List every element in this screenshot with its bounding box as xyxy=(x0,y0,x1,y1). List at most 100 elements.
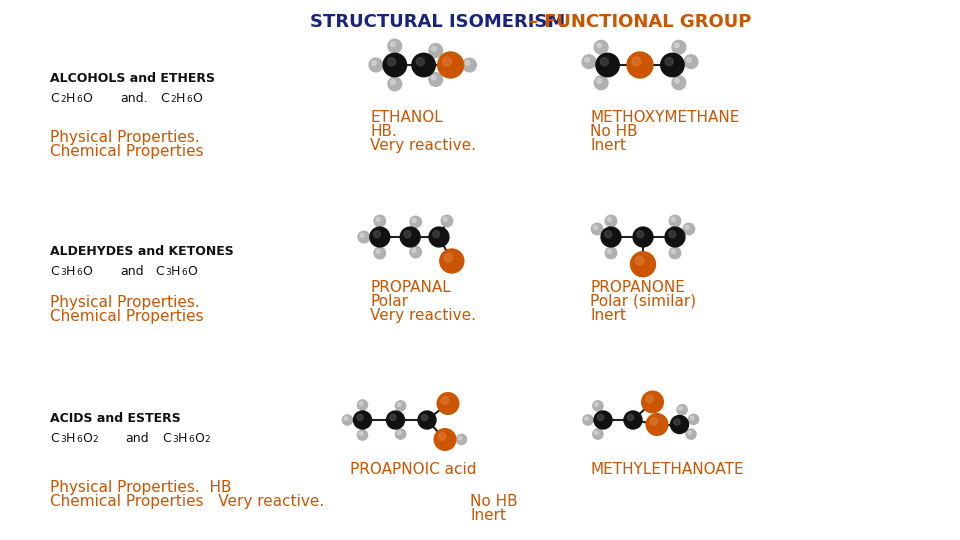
Circle shape xyxy=(679,407,683,410)
Text: C: C xyxy=(50,92,59,105)
Circle shape xyxy=(605,215,616,227)
Circle shape xyxy=(582,55,596,69)
Circle shape xyxy=(373,231,380,238)
Text: 6: 6 xyxy=(76,435,82,444)
Circle shape xyxy=(388,39,401,53)
Circle shape xyxy=(440,249,464,273)
Circle shape xyxy=(397,431,401,435)
Circle shape xyxy=(433,231,440,238)
Text: O: O xyxy=(192,92,202,105)
Circle shape xyxy=(388,58,396,66)
Circle shape xyxy=(442,397,448,404)
Circle shape xyxy=(444,253,453,262)
Circle shape xyxy=(684,55,698,69)
Circle shape xyxy=(675,78,680,83)
Circle shape xyxy=(631,252,656,276)
Circle shape xyxy=(397,403,401,406)
Text: Chemical Properties   Very reactive.: Chemical Properties Very reactive. xyxy=(50,494,324,509)
Text: ALCOHOLS and ETHERS: ALCOHOLS and ETHERS xyxy=(50,72,215,85)
Text: 2: 2 xyxy=(92,435,98,444)
Text: H: H xyxy=(178,432,187,445)
Text: C: C xyxy=(50,432,59,445)
Circle shape xyxy=(438,433,445,440)
Circle shape xyxy=(372,60,376,65)
Circle shape xyxy=(391,79,396,84)
Circle shape xyxy=(396,401,406,411)
Circle shape xyxy=(636,231,644,238)
Text: H: H xyxy=(171,265,180,278)
Circle shape xyxy=(591,223,603,235)
Circle shape xyxy=(585,417,588,420)
Circle shape xyxy=(388,77,401,91)
Text: Chemical Properties: Chemical Properties xyxy=(50,144,204,159)
Text: C: C xyxy=(162,432,171,445)
Circle shape xyxy=(627,52,653,78)
Text: Very reactive.: Very reactive. xyxy=(370,308,476,323)
Text: Inert: Inert xyxy=(470,508,506,523)
Text: O: O xyxy=(194,432,204,445)
Circle shape xyxy=(359,402,363,406)
Circle shape xyxy=(594,40,608,54)
Text: PROPANAL: PROPANAL xyxy=(370,280,451,295)
Text: HB.: HB. xyxy=(370,124,396,139)
Text: Physical Properties.  HB: Physical Properties. HB xyxy=(50,480,231,495)
Circle shape xyxy=(357,414,363,421)
Circle shape xyxy=(674,419,680,425)
Circle shape xyxy=(357,430,368,440)
Circle shape xyxy=(685,429,696,439)
Text: ETHANOL: ETHANOL xyxy=(370,110,443,125)
Text: STRUCTURAL ISOMERISM: STRUCTURAL ISOMERISM xyxy=(310,13,565,31)
Circle shape xyxy=(665,227,684,247)
Circle shape xyxy=(601,227,621,247)
Text: Polar (similar): Polar (similar) xyxy=(590,294,696,309)
Circle shape xyxy=(684,223,695,235)
Text: 6: 6 xyxy=(76,268,82,277)
Circle shape xyxy=(412,218,416,222)
Text: 2: 2 xyxy=(60,95,65,104)
Text: ALDEHYDES and KETONES: ALDEHYDES and KETONES xyxy=(50,245,233,258)
Circle shape xyxy=(605,247,616,259)
Circle shape xyxy=(383,53,406,77)
Circle shape xyxy=(437,393,459,414)
Circle shape xyxy=(594,403,598,406)
Text: and: and xyxy=(120,265,144,278)
Text: Chemical Properties: Chemical Properties xyxy=(50,309,204,324)
Text: Inert: Inert xyxy=(590,308,626,323)
Circle shape xyxy=(677,404,687,415)
Circle shape xyxy=(412,248,416,252)
Circle shape xyxy=(434,429,456,450)
Text: – FUNCTIONAL GROUP: – FUNCTIONAL GROUP xyxy=(310,13,752,31)
Text: O: O xyxy=(82,265,92,278)
Text: No HB: No HB xyxy=(590,124,637,139)
Circle shape xyxy=(669,231,676,238)
Circle shape xyxy=(608,249,612,253)
Text: Physical Properties.: Physical Properties. xyxy=(50,295,200,310)
Text: O: O xyxy=(187,265,197,278)
Circle shape xyxy=(597,78,602,83)
Circle shape xyxy=(605,231,612,238)
Circle shape xyxy=(387,411,404,429)
Circle shape xyxy=(358,231,370,243)
Circle shape xyxy=(594,411,612,429)
Text: 6: 6 xyxy=(186,95,192,104)
Text: O: O xyxy=(82,432,92,445)
Circle shape xyxy=(585,57,589,62)
Circle shape xyxy=(594,76,608,90)
Circle shape xyxy=(353,411,372,429)
Circle shape xyxy=(357,400,368,410)
Circle shape xyxy=(431,75,436,80)
Text: Physical Properties.: Physical Properties. xyxy=(50,130,200,145)
Circle shape xyxy=(669,247,681,259)
Circle shape xyxy=(421,414,427,421)
Circle shape xyxy=(391,42,396,46)
Circle shape xyxy=(345,417,348,420)
Circle shape xyxy=(374,247,386,259)
Circle shape xyxy=(376,218,380,221)
Circle shape xyxy=(583,415,593,425)
Circle shape xyxy=(632,57,641,66)
Circle shape xyxy=(671,218,676,221)
Circle shape xyxy=(396,429,406,439)
Circle shape xyxy=(369,58,383,72)
Circle shape xyxy=(670,415,688,434)
Circle shape xyxy=(343,415,352,425)
